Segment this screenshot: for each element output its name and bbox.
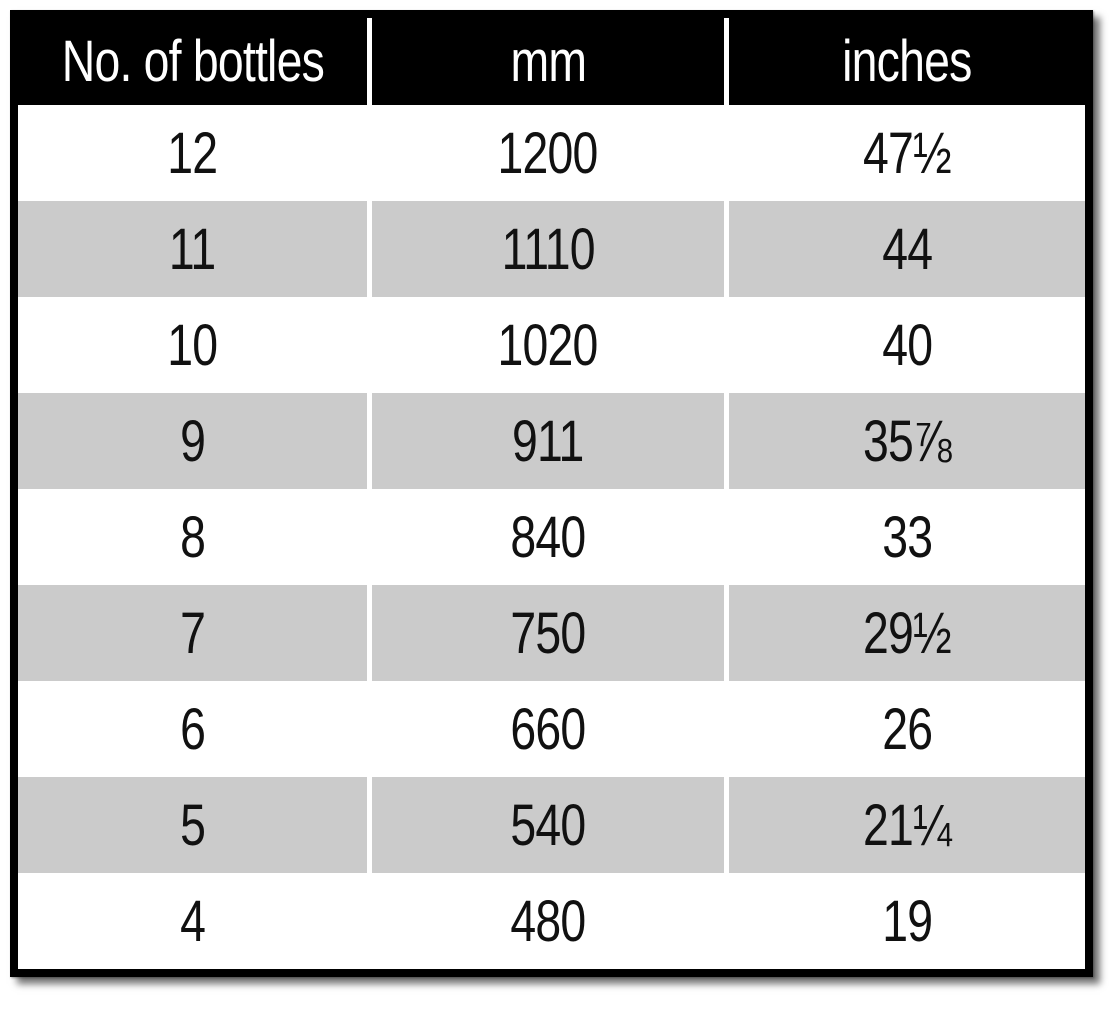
table-row: 4 480 19: [18, 873, 1085, 969]
cell-mm: 660: [369, 681, 729, 777]
cell-inches: 19: [726, 873, 1085, 969]
cell-value: 840: [510, 504, 586, 570]
cell-bottles: 6: [18, 681, 372, 777]
cell-value: 6: [179, 696, 206, 762]
cell-mm: 540: [369, 777, 729, 873]
table-row: 11 1110 44: [18, 201, 1085, 297]
cell-value: 10: [167, 312, 218, 378]
cell-value: 9: [179, 408, 206, 474]
bottle-size-table-frame: No. of bottles mm inches 12 1200 47½ 11 …: [10, 10, 1093, 977]
cell-value: 8: [179, 504, 206, 570]
cell-value: 4: [179, 888, 206, 954]
cell-value: 12: [167, 120, 218, 186]
cell-inches: 35⅞: [726, 393, 1085, 489]
table-row: 8 840 33: [18, 489, 1085, 585]
cell-inches: 21¼: [726, 777, 1085, 873]
cell-bottles: 4: [18, 873, 372, 969]
cell-value: 19: [881, 888, 933, 954]
cell-value: 750: [510, 600, 586, 666]
cell-value: 26: [881, 696, 933, 762]
table-row: 12 1200 47½: [18, 105, 1085, 201]
cell-inches: 26: [726, 681, 1085, 777]
table-row: 10 1020 40: [18, 297, 1085, 393]
cell-value: 44: [881, 216, 933, 282]
cell-value: 5: [179, 792, 206, 858]
cell-value: 660: [510, 696, 586, 762]
cell-bottles: 9: [18, 393, 372, 489]
cell-value: 21¼: [863, 792, 952, 858]
cell-mm: 1110: [369, 201, 729, 297]
cell-value: 480: [510, 888, 586, 954]
cell-mm: 1020: [369, 297, 729, 393]
cell-value: 35⅞: [863, 408, 952, 474]
cell-value: 7: [179, 600, 206, 666]
cell-value: 540: [510, 792, 586, 858]
cell-inches: 33: [726, 489, 1085, 585]
cell-mm: 911: [369, 393, 729, 489]
cell-bottles: 12: [18, 105, 372, 201]
column-header-mm-label: mm: [510, 29, 587, 94]
cell-bottles: 8: [18, 489, 372, 585]
cell-bottles: 5: [18, 777, 372, 873]
cell-value: 911: [512, 408, 584, 474]
cell-inches: 40: [726, 297, 1085, 393]
cell-bottles: 7: [18, 585, 372, 681]
column-header-inches-label: inches: [842, 29, 972, 94]
cell-value: 1110: [501, 216, 595, 282]
table-row: 9 911 35⅞: [18, 393, 1085, 489]
cell-inches: 44: [726, 201, 1085, 297]
column-header-inches: inches: [726, 18, 1085, 105]
cell-bottles: 11: [18, 201, 372, 297]
cell-mm: 840: [369, 489, 729, 585]
column-header-bottles: No. of bottles: [18, 18, 372, 105]
cell-value: 29½: [863, 600, 952, 666]
header-row: No. of bottles mm inches: [18, 18, 1085, 105]
cell-inches: 47½: [726, 105, 1085, 201]
cell-value: 33: [881, 504, 933, 570]
cell-value: 40: [881, 312, 933, 378]
cell-value: 1020: [497, 312, 599, 378]
table-row: 7 750 29½: [18, 585, 1085, 681]
cell-value: 1200: [497, 120, 599, 186]
cell-inches: 29½: [726, 585, 1085, 681]
cell-mm: 1200: [369, 105, 729, 201]
cell-value: 11: [169, 216, 216, 282]
column-header-mm: mm: [369, 18, 729, 105]
cell-bottles: 10: [18, 297, 372, 393]
column-header-bottles-label: No. of bottles: [61, 29, 324, 94]
table-row: 5 540 21¼: [18, 777, 1085, 873]
cell-mm: 480: [369, 873, 729, 969]
table-row: 6 660 26: [18, 681, 1085, 777]
bottle-size-table: No. of bottles mm inches 12 1200 47½ 11 …: [18, 18, 1085, 969]
cell-mm: 750: [369, 585, 729, 681]
cell-value: 47½: [863, 120, 952, 186]
